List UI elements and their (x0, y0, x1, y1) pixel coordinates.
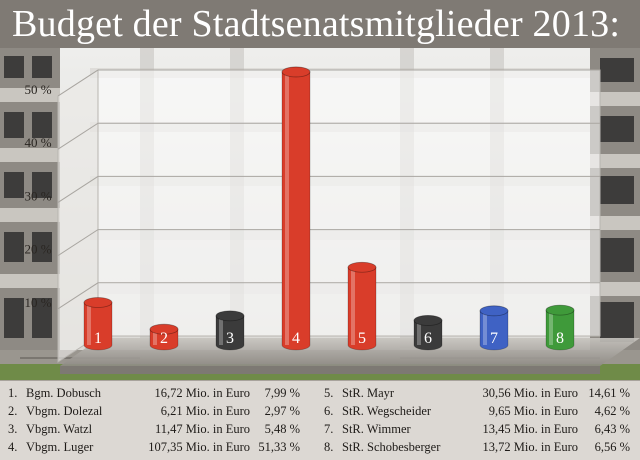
bar-body (545, 309, 575, 351)
legend-number: 3. (8, 422, 18, 436)
legend-name: StR. Wegscheider (342, 404, 432, 418)
bar-category-label: 8 (556, 330, 564, 347)
bar-category-label: 3 (226, 330, 234, 347)
bar-5: 5 (347, 261, 377, 351)
legend-name: StR. Schobesberger (342, 440, 441, 454)
legend-number: 4. (8, 440, 18, 454)
legend-amount: 11,47 Mio. in Euro (154, 422, 250, 436)
bar-top (413, 315, 443, 326)
legend-row: 3. Vbgm. Watzl 11,47 Mio. in Euro 5,48 % (8, 421, 308, 439)
bar-body (413, 320, 443, 351)
legend-amount: 9,65 Mio. in Euro (488, 404, 578, 418)
bar-top (545, 304, 575, 316)
legend-name: StR. Wimmer (342, 422, 411, 436)
bar-highlight (87, 302, 91, 345)
bar-body (347, 266, 377, 351)
bar-category-label: 7 (490, 330, 498, 347)
legend-name: StR. Mayr (342, 386, 395, 400)
bar-7: 7 (479, 305, 509, 351)
bar-top (347, 261, 377, 273)
legend-number: 1. (8, 386, 18, 400)
bar-highlight (153, 329, 157, 345)
gridline (57, 282, 600, 310)
legend-percent: 4,62 % (594, 404, 630, 418)
legend-row: 1. Bgm. Dobusch 16,72 Mio. in Euro 7,99 % (8, 385, 308, 403)
bar-highlight (219, 315, 223, 345)
legend-left-column: 1. Bgm. Dobusch 16,72 Mio. in Euro 7,99 % 2.… (8, 385, 308, 457)
bar-highlight (417, 320, 421, 345)
legend-name: Vbgm. Dolezal (26, 404, 103, 418)
bar-highlight (351, 267, 355, 345)
legend-row: 2. Vbgm. Dolezal 6,21 Mio. in Euro 2,97 % (8, 403, 308, 421)
y-tick-label: 20 % (24, 242, 51, 257)
bar-8: 8 (545, 304, 575, 351)
bar-highlight (549, 310, 553, 345)
bar-body (149, 328, 179, 351)
legend-amount: 30,56 Mio. in Euro (482, 386, 578, 400)
legend-row: 5. StR. Mayr 30,56 Mio. in Euro 14,61 % (324, 385, 634, 403)
gridline (57, 122, 600, 150)
bar-1: 1 (83, 297, 113, 351)
legend-number: 7. (324, 422, 334, 436)
legend-percent: 7,99 % (264, 386, 300, 400)
legend-row: 7. StR. Wimmer 13,45 Mio. in Euro 6,43 % (324, 421, 634, 439)
legend-right-column: 5. StR. Mayr 30,56 Mio. in Euro 14,61 % 6. St… (324, 385, 634, 457)
bar-top (149, 323, 179, 335)
bar-body (281, 71, 311, 351)
legend-name: Vbgm. Watzl (26, 422, 93, 436)
legend-number: 6. (324, 404, 334, 418)
legend-row: 8. StR. Schobesberger 13,72 Mio. in Euro 6,… (324, 439, 634, 457)
bar-highlight (483, 310, 487, 345)
bar-2: 2 (149, 323, 179, 351)
bar-highlight (285, 71, 289, 345)
legend-percent: 14,61 % (588, 386, 630, 400)
legend-percent: 2,97 % (264, 404, 300, 418)
bar-6: 6 (413, 315, 443, 351)
bar-body (83, 302, 113, 351)
gridline (57, 69, 600, 97)
bar-body (479, 310, 509, 351)
y-tick-label: 40 % (24, 135, 51, 150)
bar-top (479, 305, 509, 317)
legend-number: 8. (324, 440, 334, 454)
bar-body (215, 315, 245, 351)
gridline (57, 175, 600, 203)
legend-row: 4. Vbgm. Luger 107,35 Mio. in Euro 51,33 % (8, 439, 308, 457)
legend-percent: 51,33 % (258, 440, 300, 454)
bar-category-label: 6 (424, 330, 432, 347)
bar-category-label: 5 (358, 330, 366, 347)
bar-category-label: 4 (292, 330, 300, 347)
legend-number: 5. (324, 386, 334, 400)
legend-row: 6. StR. Wegscheider 9,65 Mio. in Euro 4,62 … (324, 403, 634, 421)
legend-name: Vbgm. Luger (26, 440, 94, 454)
legend-table: 1. Bgm. Dobusch 16,72 Mio. in Euro 7,99 % 2.… (0, 380, 640, 460)
bar-4: 4 (281, 66, 311, 351)
legend-amount: 107,35 Mio. in Euro (148, 440, 250, 454)
bar-top (83, 297, 113, 308)
y-tick-label: 10 % (24, 295, 51, 310)
page-title: Budget der Stadtsenatsmitglieder 2013: (12, 3, 621, 45)
legend-name: Bgm. Dobusch (26, 386, 101, 400)
title-bar: Budget der Stadtsenatsmitglieder 2013: (0, 0, 640, 48)
y-tick-label: 50 % (24, 82, 51, 97)
legend-amount: 16,72 Mio. in Euro (154, 386, 250, 400)
legend-percent: 6,43 % (594, 422, 630, 436)
legend-amount: 13,72 Mio. in Euro (482, 440, 578, 454)
bar-top (215, 310, 245, 322)
y-tick-label: 30 % (24, 188, 51, 203)
legend-percent: 5,48 % (264, 422, 300, 436)
bar-category-label: 2 (160, 330, 168, 347)
bar-3: 3 (215, 310, 245, 351)
budget-bar-chart: 50 % 40 % 30 % 20 % 10 % 1 2 3 4 5 6 7 8 (24, 66, 601, 363)
legend-percent: 6,56 % (594, 440, 630, 454)
legend-number: 2. (8, 404, 18, 418)
bar-category-label: 1 (94, 330, 102, 347)
legend-amount: 6,21 Mio. in Euro (160, 404, 250, 418)
gridline (57, 229, 600, 257)
legend-amount: 13,45 Mio. in Euro (482, 422, 578, 436)
bar-top (281, 66, 311, 78)
